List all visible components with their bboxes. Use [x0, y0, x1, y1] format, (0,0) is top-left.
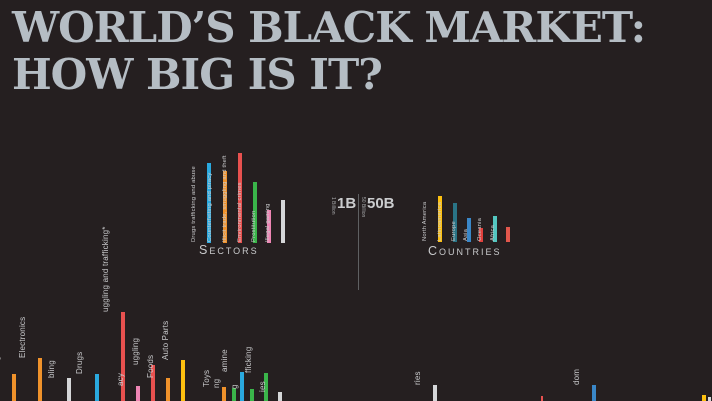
chart-caption-countries: Countries [428, 244, 502, 258]
bar-bling [67, 378, 71, 401]
bar-oceania [493, 216, 497, 242]
bar-label-europe: Europe [451, 221, 457, 241]
bar-label-acy: acy [116, 372, 125, 386]
bar-label-illicit-trade-smuggling-and-theft: Illicit trade, smuggling and theft [222, 155, 228, 242]
bar-label-electronics: Electronics [18, 316, 27, 358]
bar-fficking [264, 373, 268, 401]
bar-prostitution [267, 210, 271, 243]
bar-label-amine: amine [220, 349, 229, 372]
bar-drugs-trafficking-and-abuse [207, 163, 211, 243]
bar-label-ries: ries [413, 371, 422, 385]
bar-label-drugs: Drugs [0, 352, 1, 374]
bar-label-drugs: Drugs [75, 351, 84, 374]
bar-ries [433, 385, 437, 401]
bar-acy [136, 386, 140, 401]
bar-counterfeiting-and-piracy [223, 171, 227, 243]
bar-label-asia: Asia [463, 228, 469, 241]
bar-drugs [95, 374, 99, 401]
bar-uggling-and-trafficking [121, 312, 125, 401]
bar-foods [166, 378, 170, 401]
bar-g [250, 389, 254, 401]
bar-label-ng: ng [212, 378, 221, 388]
bar-label-uggling-and-trafficking: uggling and trafficking* [101, 226, 110, 312]
bar-ng [232, 388, 236, 401]
bar-fragment [708, 397, 711, 401]
bar-label-fficking: fficking [244, 346, 253, 373]
bar-ies [278, 392, 282, 401]
bar-electronics [38, 358, 42, 401]
page-title-line1: WORLD’S BLACK MARKET: [12, 3, 646, 52]
bar-environmental-crimes [253, 182, 257, 243]
bar-illegal-gaming [281, 200, 285, 243]
bar-asia [479, 228, 483, 242]
scale-min-label: 1B [337, 195, 357, 212]
bar-label-africa: Africa [490, 224, 496, 241]
scale-max-label: 50B [367, 195, 395, 212]
bar-label-illegal-gaming: Illegal gaming [265, 203, 271, 242]
bar-label-ies: ies [258, 381, 267, 392]
scale-max-sublabel: 50 Billion [360, 197, 366, 218]
bar-illicit-trade-smuggling-and-theft [238, 153, 242, 243]
bar-label-toys: Toys [202, 369, 211, 387]
bar-europe [467, 218, 471, 242]
bar-africa [506, 227, 510, 242]
bar-label-drugs-trafficking-and-abuse: Drugs trafficking and abuse [191, 166, 197, 242]
bar-drugs [12, 374, 16, 401]
bar-uggling [151, 365, 155, 401]
scale-divider-line [358, 194, 359, 290]
page-title-line2: HOW BIG IS IT? [12, 50, 383, 99]
bar-label-prostitution: Prostitution [251, 210, 257, 242]
bar-fragment [702, 395, 706, 401]
bar-label-bling: bling [47, 360, 56, 378]
bar-toys [222, 387, 226, 401]
bar-latinoamerica [453, 203, 457, 242]
chart-caption-sectors: Sectors [199, 243, 259, 257]
bar-label-auto-parts: Auto Parts [161, 320, 170, 360]
bar-label-oceania: Oceania [477, 218, 483, 241]
bar-label-uggling: uggling [131, 337, 140, 365]
bar-north-america [438, 196, 442, 242]
bar-amine [240, 372, 244, 401]
page-title: WORLD’S BLACK MARKET: HOW BIG IS IT? [12, 3, 646, 99]
bar-label-dom: dom [572, 368, 581, 385]
bar-label-counterfeiting-and-piracy: Counterfeiting and piracy [207, 172, 213, 242]
bar-label-latinoamerica: Latinoamerica [437, 201, 443, 241]
scale-min-sublabel: 1 Billion [330, 197, 336, 215]
bar-label-foods: Foods [146, 354, 155, 378]
bar-label-environmental-crimes: Environmental crimes [237, 182, 243, 242]
bar-auto-parts [181, 360, 185, 401]
bar-dom [592, 385, 596, 401]
bar-label-north-america: North America [422, 201, 428, 241]
bar-label-g: g [230, 384, 239, 389]
bar-fragment [541, 396, 543, 401]
